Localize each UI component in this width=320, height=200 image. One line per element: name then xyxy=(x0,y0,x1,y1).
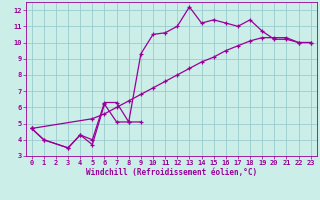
X-axis label: Windchill (Refroidissement éolien,°C): Windchill (Refroidissement éolien,°C) xyxy=(86,168,257,177)
